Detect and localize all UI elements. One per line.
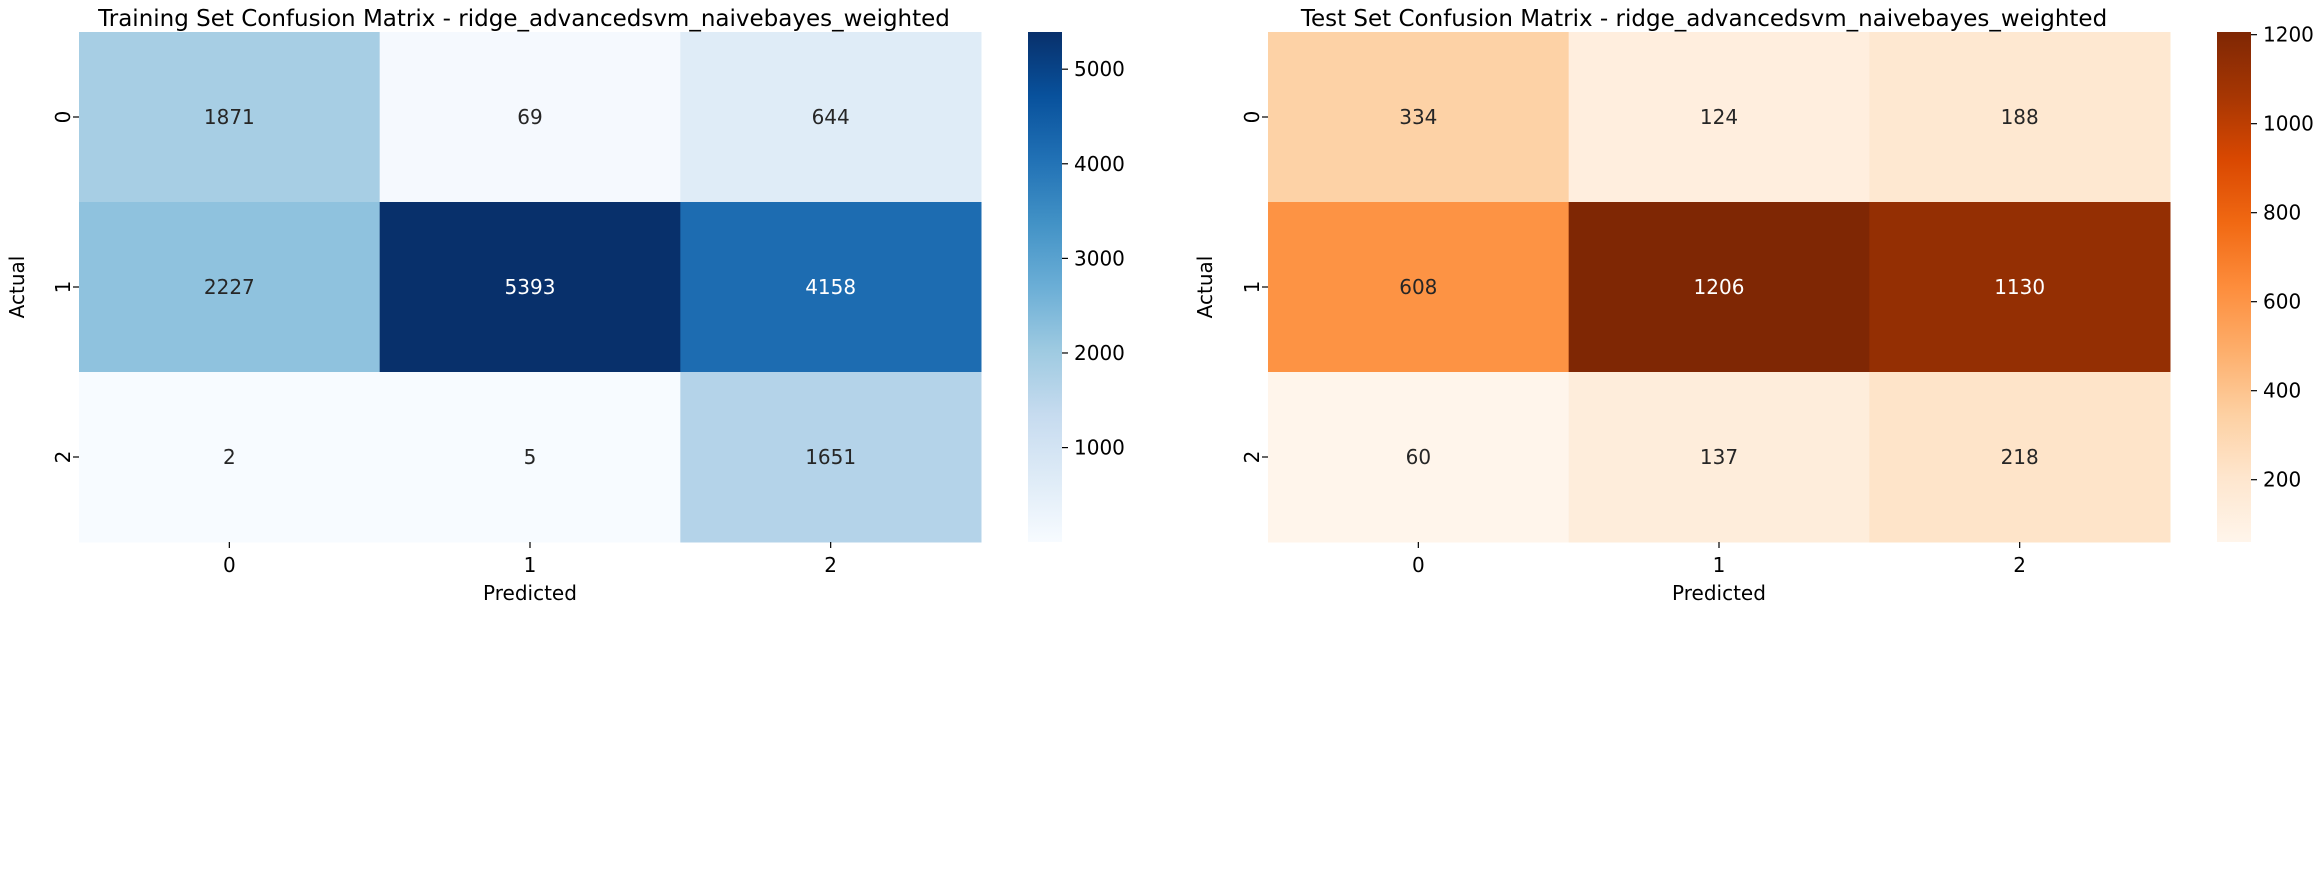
x-tick-label: 1 — [1713, 553, 1726, 577]
heatmap-cell — [1869, 372, 2171, 543]
y-tick-label: 0 — [1240, 111, 1264, 124]
heatmap-0: Training Set Confusion Matrix - ridge_ad… — [5, 6, 1125, 605]
heatmap-cell — [680, 202, 982, 373]
y-axis-label: Actual — [1193, 256, 1217, 319]
cell-value-label: 5 — [524, 445, 537, 469]
colorbar-tick-label: 1000 — [2263, 112, 2314, 136]
colorbar-tick-label: 800 — [2263, 201, 2301, 225]
cell-value-label: 5393 — [505, 275, 556, 299]
heatmap-cell — [379, 32, 681, 203]
x-tick-label: 0 — [1412, 553, 1425, 577]
cell-value-label: 218 — [2001, 445, 2039, 469]
heatmap-cell — [1268, 32, 1570, 203]
heatmap-cell — [79, 372, 381, 543]
cell-value-label: 1651 — [805, 445, 856, 469]
y-tick-label: 2 — [1240, 451, 1264, 464]
cell-value-label: 2 — [223, 445, 236, 469]
y-axis-label: Actual — [5, 256, 29, 319]
x-tick-label: 2 — [2013, 553, 2026, 577]
cell-value-label: 644 — [812, 105, 850, 129]
heatmap-cell — [680, 32, 982, 203]
heatmap-cell — [1568, 32, 1870, 203]
cell-value-label: 137 — [1700, 445, 1738, 469]
chart-title: Training Set Confusion Matrix - ridge_ad… — [97, 6, 950, 32]
colorbar-tick-label: 200 — [2263, 468, 2301, 492]
heatmap-1: Test Set Confusion Matrix - ridge_advanc… — [1193, 6, 2314, 605]
cell-value-label: 1871 — [204, 105, 255, 129]
heatmap-cell — [1869, 202, 2171, 373]
heatmap-cell — [680, 372, 982, 543]
heatmap-cell — [379, 372, 681, 543]
colorbar-tick-label: 4000 — [1074, 152, 1125, 176]
x-axis-label: Predicted — [1672, 581, 1766, 605]
x-tick-label: 1 — [524, 553, 537, 577]
cell-value-label: 188 — [2001, 105, 2039, 129]
heatmap-cell — [79, 32, 381, 203]
cell-value-label: 1130 — [1994, 275, 2045, 299]
cell-value-label: 608 — [1399, 275, 1437, 299]
colorbar-tick-label: 3000 — [1074, 246, 1125, 270]
y-tick-label: 1 — [1240, 281, 1264, 294]
cell-value-label: 1206 — [1694, 275, 1745, 299]
y-tick-label: 2 — [51, 451, 75, 464]
y-tick-label: 1 — [51, 281, 75, 294]
x-tick-label: 0 — [223, 553, 236, 577]
heatmap-cell — [1268, 372, 1570, 543]
heatmap-cell — [79, 202, 381, 373]
colorbar — [2217, 32, 2251, 542]
colorbar-tick-label: 5000 — [1074, 57, 1125, 81]
chart-title: Test Set Confusion Matrix - ridge_advanc… — [1300, 6, 2107, 32]
colorbar-tick-label: 2000 — [1074, 341, 1125, 365]
colorbar — [1028, 32, 1062, 542]
colorbar-tick-label: 600 — [2263, 290, 2301, 314]
heatmap-cell — [379, 202, 681, 373]
heatmap-cell — [1568, 372, 1870, 543]
colorbar-tick-label: 1200 — [2263, 23, 2314, 47]
cell-value-label: 4158 — [805, 275, 856, 299]
x-axis-label: Predicted — [483, 581, 577, 605]
heatmap-cell — [1268, 202, 1570, 373]
cell-value-label: 124 — [1700, 105, 1738, 129]
cell-value-label: 334 — [1399, 105, 1437, 129]
x-tick-label: 2 — [824, 553, 837, 577]
heatmap-cell — [1869, 32, 2171, 203]
heatmap-cell — [1568, 202, 1870, 373]
colorbar-tick-label: 1000 — [1074, 436, 1125, 460]
cell-value-label: 69 — [517, 105, 542, 129]
colorbar-tick-label: 400 — [2263, 379, 2301, 403]
cell-value-label: 2227 — [204, 275, 255, 299]
cell-value-label: 60 — [1406, 445, 1431, 469]
y-tick-label: 0 — [51, 111, 75, 124]
